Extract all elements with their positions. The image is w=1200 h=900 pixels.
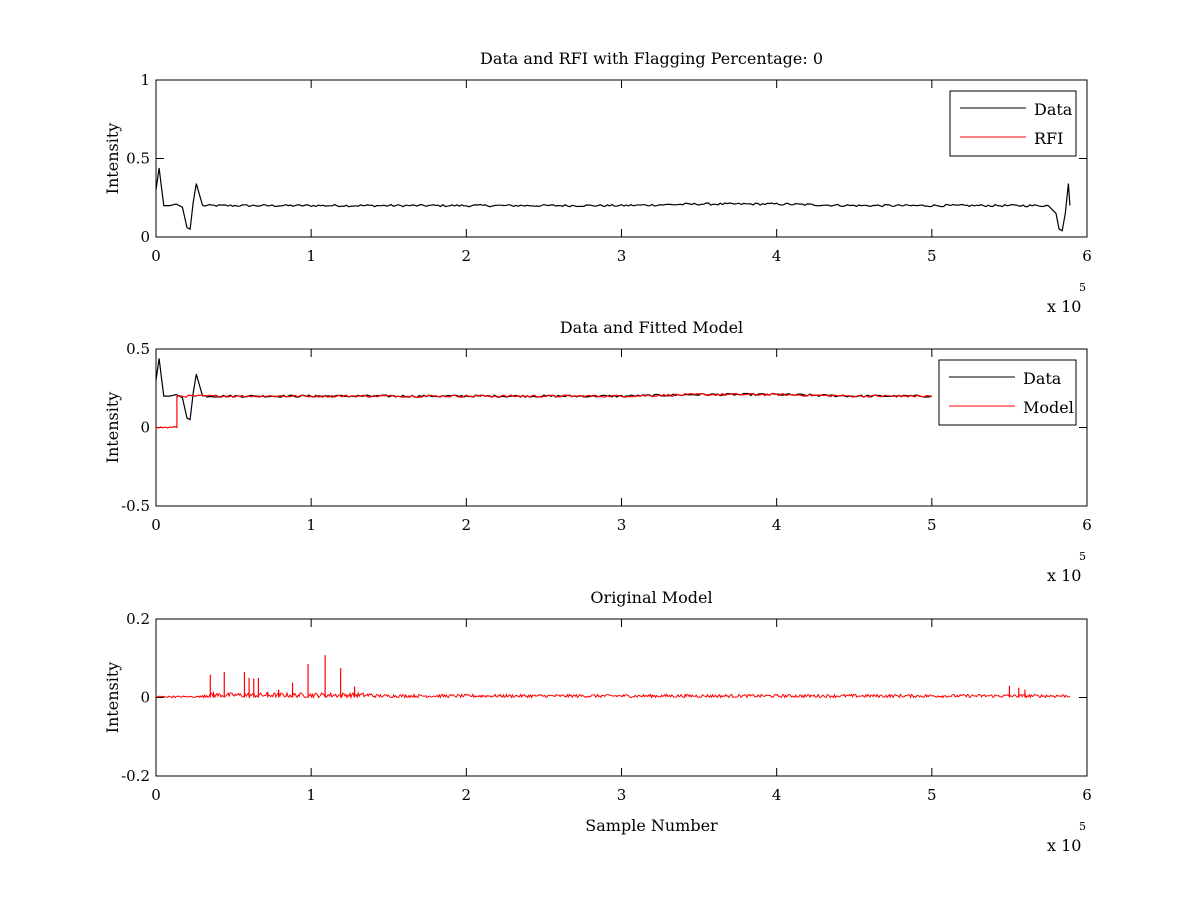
chart-title: Data and RFI with Flagging Percentage: 0 — [480, 49, 823, 68]
x-tick-label: 3 — [617, 516, 627, 534]
y-tick-label: 0 — [140, 228, 150, 246]
legend-label: Data — [1023, 369, 1062, 388]
y-tick-label: 0.5 — [126, 340, 150, 358]
plot-area — [156, 167, 1071, 232]
y-axis-label: Intensity — [103, 392, 122, 464]
x-tick-label: 2 — [462, 516, 472, 534]
x-multiplier: x 10 — [1047, 566, 1081, 585]
y-axis-label: Intensity — [103, 123, 122, 195]
y-tick-label: 0 — [140, 419, 150, 437]
axes-box — [155, 348, 1088, 507]
x-tick-label: 1 — [306, 786, 316, 804]
legend-box — [949, 90, 1077, 157]
x-tick-label: 1 — [306, 516, 316, 534]
x-multiplier-exponent: 5 — [1079, 281, 1086, 294]
chart-title: Original Model — [590, 588, 712, 607]
x-multiplier-exponent: 5 — [1079, 820, 1086, 833]
x-tick-label: 0 — [151, 247, 161, 265]
x-multiplier: x 10 — [1047, 297, 1081, 316]
subplot-1: 0 1 2 3 4 5 6 0 0.5 1 Data and RFI with Flagging P… — [103, 49, 1092, 316]
legend-box — [938, 359, 1077, 426]
y-tick-label: 0.5 — [126, 150, 150, 168]
x-tick-label: 0 — [151, 786, 161, 804]
x-tick-label: 3 — [617, 247, 627, 265]
legend-label: RFI — [1034, 129, 1063, 148]
legend-label: Model — [1023, 398, 1074, 417]
series-line-model — [156, 392, 932, 429]
x-tick-label: 5 — [927, 247, 937, 265]
y-axis-label: Intensity — [103, 662, 122, 734]
x-multiplier: x 10 — [1047, 836, 1081, 855]
series-line-data — [156, 167, 1071, 232]
y-tick-label: 0.2 — [126, 610, 150, 628]
x-tick-label: 3 — [617, 786, 627, 804]
legend: Data Model — [938, 359, 1077, 426]
plot-area — [156, 358, 932, 429]
x-tick-label: 5 — [927, 786, 937, 804]
x-multiplier-exponent: 5 — [1079, 550, 1086, 563]
x-tick-label: 4 — [772, 247, 782, 265]
x-tick-label: 1 — [306, 247, 316, 265]
y-tick-label: 1 — [140, 71, 150, 89]
x-tick-label: 0 — [151, 516, 161, 534]
legend: Data RFI — [949, 90, 1077, 157]
legend-label: Data — [1034, 100, 1073, 119]
series-line-data — [156, 358, 932, 421]
x-tick-label: 6 — [1082, 786, 1092, 804]
x-tick-label: 2 — [462, 247, 472, 265]
axes-box — [155, 79, 1088, 238]
x-tick-label: 4 — [772, 786, 782, 804]
x-tick-label: 5 — [927, 516, 937, 534]
y-tick-label: 0 — [140, 689, 150, 707]
y-tick-label: -0.5 — [121, 497, 150, 515]
x-tick-label: 6 — [1082, 516, 1092, 534]
x-tick-label: 4 — [772, 516, 782, 534]
plot-area — [156, 655, 1071, 700]
x-tick-label: 2 — [462, 786, 472, 804]
y-tick-label: -0.2 — [121, 767, 150, 785]
x-tick-label: 6 — [1082, 247, 1092, 265]
chart-title: Data and Fitted Model — [560, 318, 743, 337]
x-axis-label: Sample Number — [585, 816, 718, 835]
